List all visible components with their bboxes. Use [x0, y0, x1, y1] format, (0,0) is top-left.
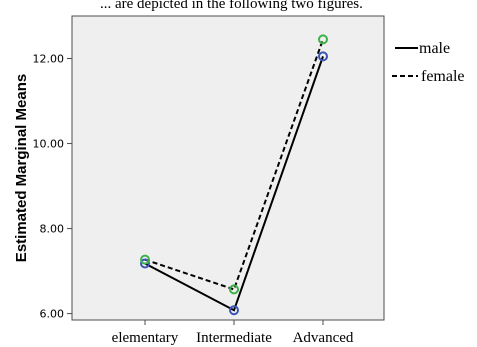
data-point-female-Intermediate: [229, 284, 239, 295]
x-category-label: Advanced: [293, 330, 354, 346]
data-point-male-Advanced: [318, 51, 328, 62]
data-point-male-Intermediate: [229, 305, 239, 316]
caption-partial: ... are depicted in the following two fi…: [100, 0, 363, 12]
y-tick-label: 12.00: [33, 53, 65, 66]
axes: 6.00 8.00 10.00 12.00 elementary Intermediate…: [33, 53, 354, 346]
y-tick-label: 6.00: [40, 308, 65, 321]
x-category-label: elementary: [112, 330, 179, 346]
data-point-female-elementary: [140, 254, 150, 265]
plot-area: [71, 15, 385, 321]
x-category-label: Intermediate: [196, 330, 272, 346]
y-axis-label: Estimated Marginal Means: [13, 74, 30, 262]
y-tick-label: 10.00: [33, 138, 65, 151]
y-tick-label: 8.00: [40, 223, 65, 236]
legend: male female: [392, 40, 465, 85]
series-line-male: [144, 56, 324, 312]
data-point-male-elementary: [140, 258, 150, 269]
legend-label-male: male: [419, 40, 450, 57]
legend-label-female: female: [421, 68, 465, 85]
data-point-female-Advanced: [318, 34, 328, 45]
series-layer: [140, 34, 328, 316]
